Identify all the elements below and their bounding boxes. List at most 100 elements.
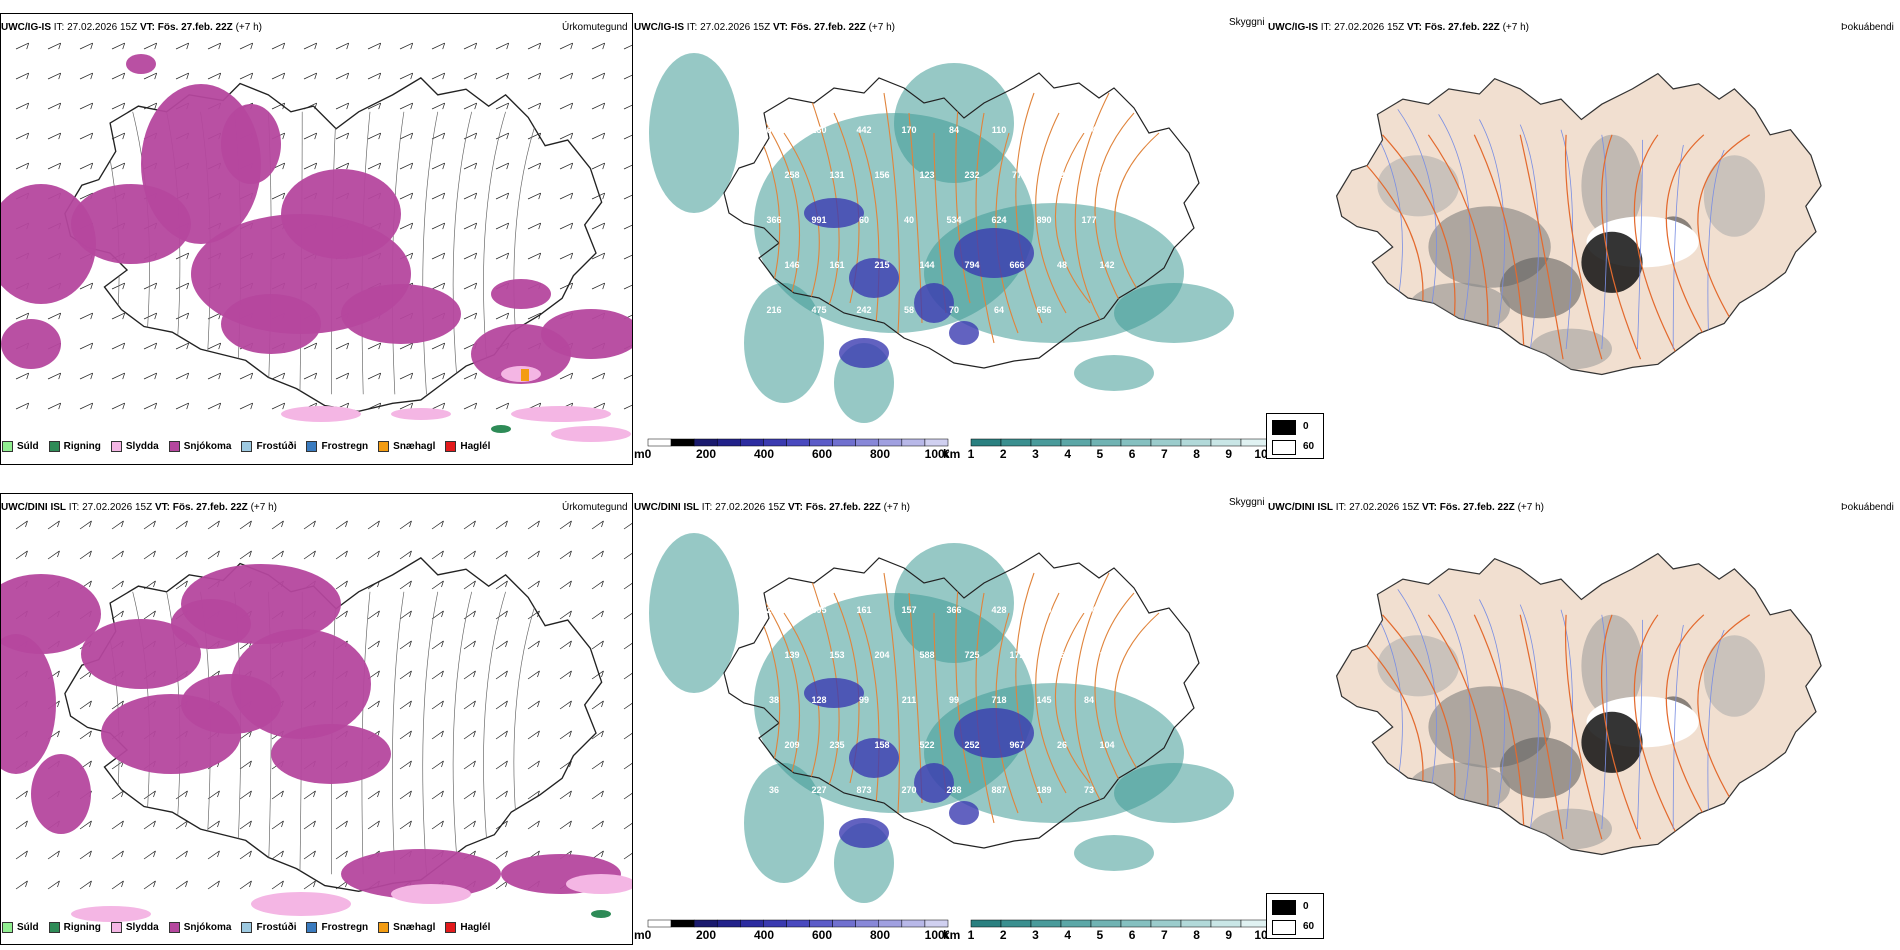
- visibility-scale-igis: km 1 2 3 4 5 6 7 8 9 10: [943, 438, 1266, 461]
- fog-panel-igis: [1266, 13, 1900, 453]
- scale-tick-label: 1000: [925, 928, 949, 942]
- legend-swatch: [168, 441, 180, 452]
- legend-label: Súld: [17, 922, 39, 933]
- fog-map-igis: [1335, 72, 1822, 376]
- cloud-base-label: 170: [901, 125, 916, 135]
- legend-label: Frostregn: [321, 922, 369, 933]
- cloud-header-dini: UWC/DINI ISL IT: 27.02.2026 15Z VT: Fös.…: [634, 502, 910, 513]
- cloud-base-label: 209: [784, 740, 799, 750]
- cloud-base-label: 366: [766, 215, 781, 225]
- cloud-base-label: 60: [859, 215, 869, 225]
- legend-label: Súld: [17, 441, 39, 452]
- precip-title-dini: Úrkomutegund: [562, 502, 628, 513]
- cloud-base-label: 666: [1009, 260, 1024, 270]
- scale-tick-label: 6: [1129, 447, 1136, 461]
- scale-tick-label: 800: [870, 928, 890, 942]
- cloud-base-label: 395: [811, 605, 826, 615]
- legend-swatch: [378, 922, 390, 933]
- visibility-unit: km: [943, 928, 960, 942]
- cloud-base-label: 169: [1099, 170, 1114, 180]
- legend-item: Súld: [2, 922, 39, 933]
- cloud-base-label: 158: [874, 740, 889, 750]
- cloud-base-label: 270: [901, 785, 916, 795]
- cloud-base-label: 174: [1081, 125, 1096, 135]
- cloud-base-label: 104: [1099, 740, 1114, 750]
- legend-swatch: [306, 922, 318, 933]
- scale-tick-label: 8: [1193, 928, 1200, 942]
- cloud-base-label: 428: [991, 605, 1006, 615]
- precip-panel-dini: [0, 493, 633, 945]
- cloud-header-igis: UWC/IG-IS IT: 27.02.2026 15Z VT: Fös. 27…: [634, 22, 895, 33]
- scale-tick-label: 200: [696, 447, 716, 461]
- cloud-base-label: 656: [1036, 305, 1051, 315]
- scale-tick-label: 400: [754, 447, 774, 461]
- legend-item: Snjókoma: [168, 441, 232, 452]
- cloud-base-label: 216: [766, 305, 781, 315]
- scale-tick-label: 5: [1097, 928, 1104, 942]
- legend-label: Snæhagl: [393, 441, 436, 452]
- legend-label: Snjókoma: [183, 922, 232, 933]
- cloud-base-label: 252: [964, 740, 979, 750]
- legend-item: Snæhagl: [378, 922, 435, 933]
- cloud-base-label: 718: [991, 695, 1006, 705]
- legend-swatch: [110, 441, 122, 452]
- scale-tick-label: 9: [1225, 447, 1232, 461]
- cloud-base-label: 142: [1099, 260, 1114, 270]
- cloud-base-label: 84: [1084, 695, 1094, 705]
- fog-legend-dini: 0 60: [1266, 893, 1324, 939]
- cloud-base-label: 161: [856, 605, 871, 615]
- scale-tick-label: 0: [645, 447, 652, 461]
- cloud-base-label: 534: [946, 215, 961, 225]
- fog-title-dini: Þokuábendi: [1841, 502, 1894, 513]
- legend-label: Frostúði: [256, 922, 297, 933]
- scale-tick-label: 8: [1193, 447, 1200, 461]
- precip-legend-dini: Súld Rigning Slydda Snjókoma Frostúði Frostre…: [2, 922, 490, 933]
- cloud-base-label: 211: [902, 695, 917, 705]
- legend-item: Haglél: [445, 922, 490, 933]
- cloud-base-label: 130: [811, 125, 826, 135]
- cloud-base-label: 189: [1036, 785, 1051, 795]
- cloud-base-label: 725: [964, 650, 979, 660]
- cloud-base-unit: m: [634, 928, 645, 942]
- legend-swatch: [241, 441, 253, 452]
- cloud-base-label: 100: [1099, 650, 1114, 660]
- scale-tick-label: 4: [1064, 447, 1071, 461]
- scale-tick-label: 600: [812, 928, 832, 942]
- legend-swatch: [48, 441, 60, 452]
- fog-legend-white-label: 60: [1303, 441, 1315, 452]
- cloud-base-label: 242: [856, 305, 871, 315]
- cloud-base-label: 144: [919, 260, 934, 270]
- cloud-map-dini: 298 395 161 157 366 428 390 214 139 153 204 588 725 1…: [649, 533, 1234, 903]
- cloud-base-label: 40: [904, 215, 914, 225]
- cloud-base-label: 84: [949, 125, 959, 135]
- legend-item: Haglél: [445, 441, 490, 452]
- cloud-base-label: 794: [964, 260, 979, 270]
- cloud-base-label: 157: [901, 605, 916, 615]
- cloud-base-label: 522: [919, 740, 934, 750]
- legend-label: Slydda: [125, 922, 159, 933]
- cloud-base-label: 652: [766, 125, 781, 135]
- cloud-base-label: 99: [949, 695, 959, 705]
- cloud-base-label: 227: [811, 785, 826, 795]
- cloud-base-label: 475: [811, 305, 826, 315]
- scale-tick-label: 9: [1225, 928, 1232, 942]
- legend-label: Haglél: [460, 441, 491, 452]
- cloud-base-label: 110: [992, 125, 1007, 135]
- legend-item: Slydda: [110, 922, 159, 933]
- cloud-base-label: 390: [1036, 605, 1051, 615]
- scale-tick-label: 200: [696, 928, 716, 942]
- cloud-base-label: 232: [964, 170, 979, 180]
- legend-swatch: [2, 441, 13, 452]
- cloud-base-label: 588: [919, 650, 934, 660]
- visibility-unit: km: [943, 447, 960, 461]
- legend-item: Rigning: [48, 922, 101, 933]
- precip-header-dini: UWC/DINI ISL IT: 27.02.2026 15Z VT: Fös.…: [1, 502, 277, 513]
- legend-label: Snjókoma: [183, 441, 232, 452]
- legend-item: Frostregn: [306, 922, 368, 933]
- scale-tick-label: 7: [1161, 447, 1168, 461]
- cloud-base-label: 624: [991, 215, 1006, 225]
- scale-tick-label: 6: [1129, 928, 1136, 942]
- legend-swatch: [306, 441, 318, 452]
- legend-label: Slydda: [125, 441, 159, 452]
- cloud-base-label: 123: [1054, 170, 1069, 180]
